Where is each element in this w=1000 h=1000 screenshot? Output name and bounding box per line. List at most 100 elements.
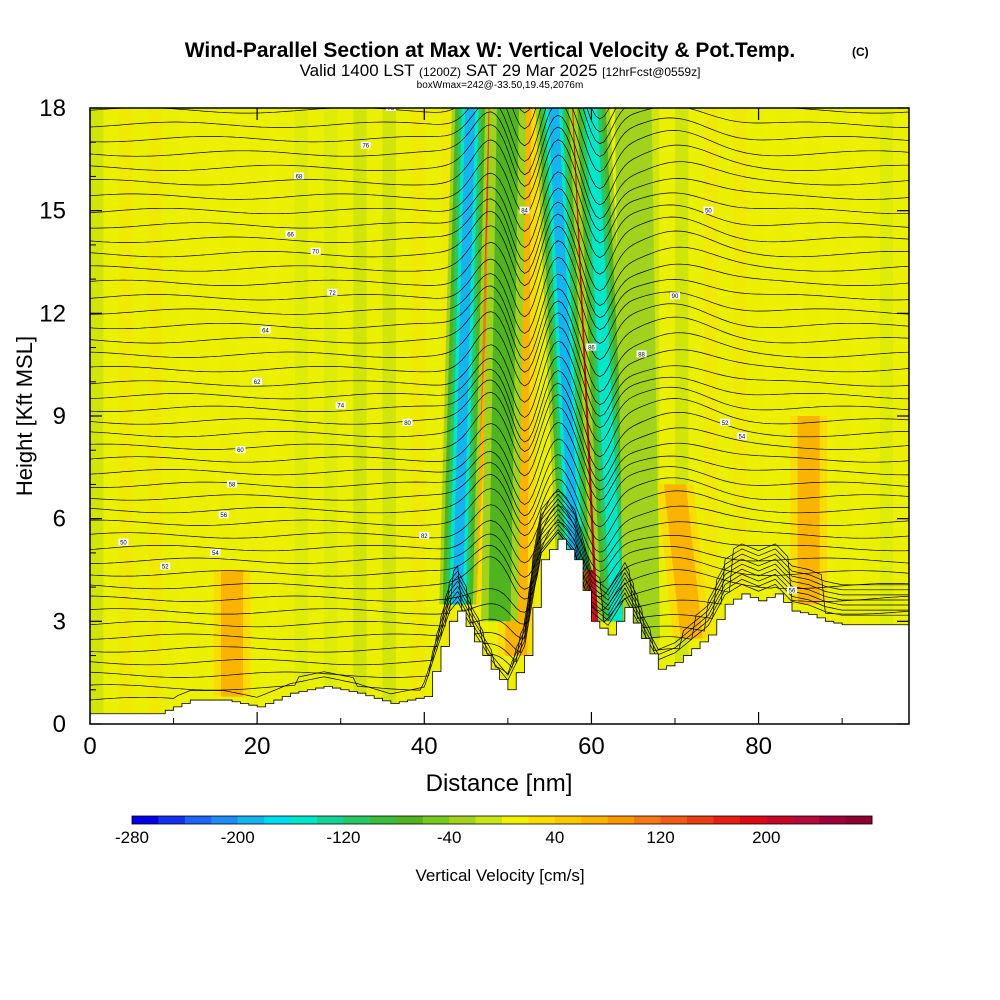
- y-tick-label: 15: [39, 198, 66, 225]
- field-streak: [265, 108, 279, 724]
- y-tick-label: 6: [53, 506, 66, 533]
- isentrope-line: [90, 256, 909, 344]
- colorbar-swatch: [449, 816, 476, 824]
- contour-label: 70: [312, 250, 319, 256]
- contour-label: 56: [220, 513, 227, 519]
- colorbar-tick-label: -120: [326, 828, 360, 847]
- contour-label-bg: [360, 141, 371, 149]
- updraft-band: [664, 484, 703, 639]
- contour-label-bg: [285, 230, 296, 238]
- isentrope-line: [90, 108, 909, 145]
- x-axis-label: Distance [nm]: [426, 770, 573, 797]
- colorbar-tick-label: 120: [646, 828, 674, 847]
- contour-label: 54: [739, 435, 746, 441]
- contour-label: 82: [421, 534, 428, 540]
- contour-label-bg: [310, 247, 321, 255]
- isentrope-line: [90, 187, 909, 275]
- contour-label-bg: [118, 538, 129, 546]
- contour-label-bg: [787, 586, 797, 594]
- contour-label-bg: [327, 288, 338, 296]
- contour-label: 90: [672, 294, 679, 300]
- field-streak: [382, 108, 396, 724]
- contour-label-bg: [293, 172, 304, 180]
- x-axis: 0 20 40 60 80: [83, 108, 843, 760]
- subtitle-forecast: [12hrFcst@0559z]: [602, 65, 700, 79]
- plot-area: 50 52 54 56 58 60 62 64 66 68 70 72 74 76 78 80 82 84 86 88…: [90, 108, 909, 724]
- chart-subtitle: Valid 1400 LST (1200Z) SAT 29 Mar 2025 […: [300, 61, 701, 80]
- contour-label-bg: [419, 531, 430, 539]
- field-streak: [177, 108, 192, 724]
- copyright-mark: (C): [852, 45, 869, 59]
- isentrope-line: [90, 312, 909, 406]
- isentrope-line: [90, 521, 909, 584]
- contour-label-bg: [586, 343, 597, 351]
- colorbar-swatch: [739, 816, 767, 824]
- contour-label-bg: [703, 206, 714, 214]
- contour-label: 52: [722, 421, 729, 427]
- y-tick-label: 3: [53, 608, 66, 635]
- subtitle-valid: Valid 1400 LST: [300, 61, 415, 80]
- isentrope-line: [90, 225, 909, 319]
- isentrope-line: [90, 493, 909, 625]
- contour-label-bg: [252, 377, 263, 385]
- y-tick-label: 9: [53, 403, 66, 430]
- contour-label: 66: [287, 233, 294, 239]
- downdraft-band: [585, 108, 623, 622]
- colorbar-swatch: [475, 816, 503, 824]
- x-tick-label: 80: [745, 733, 772, 760]
- isentrope-line: [90, 370, 909, 458]
- y-tick-label: 18: [39, 95, 66, 122]
- isentrope-line: [90, 478, 909, 553]
- velocity-field: [90, 108, 894, 724]
- contour-label: 62: [254, 380, 261, 386]
- contour-label: 72: [329, 291, 336, 297]
- colorbar-swatch: [607, 816, 635, 824]
- subtitle-date: SAT 29 Mar 2025: [466, 61, 598, 80]
- downdraft-band: [548, 108, 580, 570]
- x-tick-label: 40: [411, 733, 438, 760]
- colorbar-ticks: -280 -200 -120 -40 40 120 200: [115, 828, 780, 847]
- isentrope-contours: [90, 108, 909, 701]
- updraft-band: [221, 570, 244, 697]
- colorbar-swatch: [343, 816, 371, 824]
- contour-label: 50: [705, 209, 712, 215]
- colorbar-swatch: [660, 816, 688, 824]
- contour-label: 84: [521, 209, 528, 215]
- y-tick-label: 12: [39, 300, 66, 327]
- isentrope-line: [90, 114, 909, 206]
- subtitle-utc: (1200Z): [419, 65, 461, 79]
- colorbar-swatch: [792, 816, 820, 824]
- colorbar-swatch: [502, 816, 529, 824]
- colorbar-swatch: [237, 816, 265, 824]
- contour-label: 50: [120, 541, 127, 547]
- x-tick-label: 20: [244, 733, 271, 760]
- isentrope-line: [90, 154, 909, 244]
- colorbar-tick-label: -280: [115, 828, 149, 847]
- colorbar-swatch: [290, 816, 318, 824]
- isentrope-line: [90, 531, 909, 598]
- isentrope-line: [90, 524, 909, 691]
- field-streak: [704, 108, 718, 724]
- contour-label-bg: [519, 206, 530, 214]
- colorbar-frame: [131, 815, 873, 825]
- colorbar-tick-label: 200: [752, 828, 780, 847]
- contour-label-bg: [160, 562, 171, 570]
- isentrope-line: [90, 273, 909, 361]
- colorbar-swatch: [132, 816, 159, 824]
- colorbar-tick-label: -40: [437, 828, 462, 847]
- isentrope-line: [90, 300, 909, 393]
- contour-label-bg: [720, 418, 731, 426]
- colorbar-swatch: [317, 816, 344, 824]
- colorbar-swatch: [422, 816, 450, 824]
- colorbar-swatch: [713, 816, 741, 824]
- contour-label: 58: [229, 482, 236, 488]
- x-tick-label: 60: [578, 733, 605, 760]
- y-tick-label: 0: [53, 711, 66, 738]
- isentrope-line: [90, 438, 909, 513]
- colorbar-swatch: [634, 816, 661, 824]
- contour-label: 86: [588, 346, 595, 352]
- field-streak: [324, 108, 338, 724]
- field-streak: [294, 108, 309, 724]
- isentrope-line: [90, 490, 909, 563]
